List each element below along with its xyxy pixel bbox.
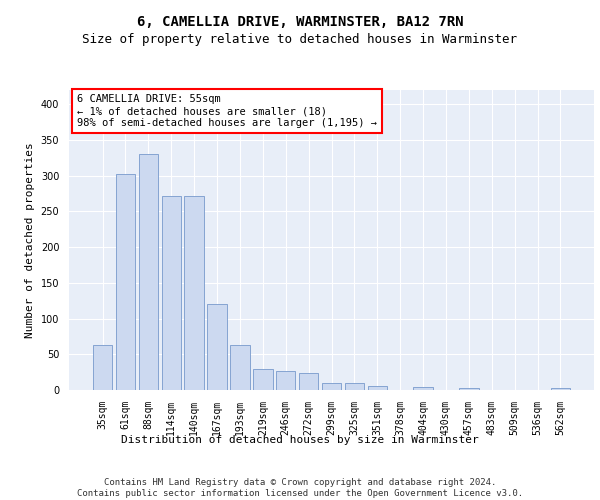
- Text: Size of property relative to detached houses in Warminster: Size of property relative to detached ho…: [83, 32, 517, 46]
- Y-axis label: Number of detached properties: Number of detached properties: [25, 142, 35, 338]
- Bar: [253, 370, 272, 390]
- Bar: [551, 388, 570, 390]
- Bar: [161, 196, 181, 390]
- Bar: [322, 383, 341, 390]
- Text: Contains HM Land Registry data © Crown copyright and database right 2024.
Contai: Contains HM Land Registry data © Crown c…: [77, 478, 523, 498]
- Text: 6 CAMELLIA DRIVE: 55sqm
← 1% of detached houses are smaller (18)
98% of semi-det: 6 CAMELLIA DRIVE: 55sqm ← 1% of detached…: [77, 94, 377, 128]
- Bar: [93, 345, 112, 390]
- Bar: [299, 373, 319, 390]
- Bar: [344, 383, 364, 390]
- Bar: [139, 154, 158, 390]
- Bar: [116, 174, 135, 390]
- Bar: [459, 388, 479, 390]
- Text: Distribution of detached houses by size in Warminster: Distribution of detached houses by size …: [121, 435, 479, 445]
- Bar: [230, 345, 250, 390]
- Bar: [368, 386, 387, 390]
- Bar: [184, 196, 204, 390]
- Text: 6, CAMELLIA DRIVE, WARMINSTER, BA12 7RN: 6, CAMELLIA DRIVE, WARMINSTER, BA12 7RN: [137, 15, 463, 29]
- Bar: [413, 387, 433, 390]
- Bar: [208, 304, 227, 390]
- Bar: [276, 370, 295, 390]
